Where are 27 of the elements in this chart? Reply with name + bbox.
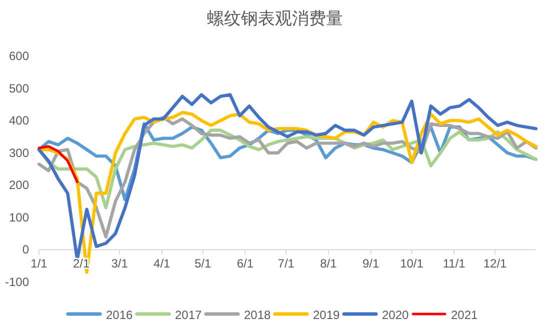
x-tick-label: 12/1 — [483, 256, 508, 271]
x-tick-label: 11/1 — [442, 256, 466, 271]
y-tick-label: 0 — [22, 242, 30, 257]
x-tick-label: 6/1 — [236, 256, 254, 271]
x-tick-label: 1/1 — [30, 256, 48, 271]
x-tick-label: 10/1 — [400, 256, 424, 271]
y-tick-label: 200 — [8, 178, 30, 192]
legend-label: 2020 — [382, 308, 410, 322]
x-tick-label: 4/1 — [154, 256, 171, 271]
y-tick-label: 500 — [8, 81, 30, 96]
x-tick-label: 8/1 — [320, 256, 338, 271]
y-tick-label: 300 — [8, 146, 30, 160]
legend-label: 2019 — [313, 308, 340, 322]
legend-label: 2016 — [106, 308, 134, 322]
y-tick-label: 100 — [8, 210, 30, 224]
chart-title: 螺纹钢表观消费量 — [207, 9, 343, 28]
line-series — [38, 145, 78, 184]
x-tick-label: 3/1 — [111, 256, 128, 271]
x-tick-label: 5/1 — [194, 256, 212, 271]
x-tick-label: 9/1 — [362, 256, 380, 271]
legend-label: 2018 — [244, 308, 272, 322]
x-tick-label: 7/1 — [278, 256, 295, 271]
y-tick-label: -100 — [4, 275, 30, 289]
y-tick-label: 600 — [8, 49, 30, 63]
legend-label: 2021 — [451, 308, 478, 322]
y-tick-label: 400 — [8, 114, 30, 128]
legend-label: 2017 — [175, 308, 202, 322]
